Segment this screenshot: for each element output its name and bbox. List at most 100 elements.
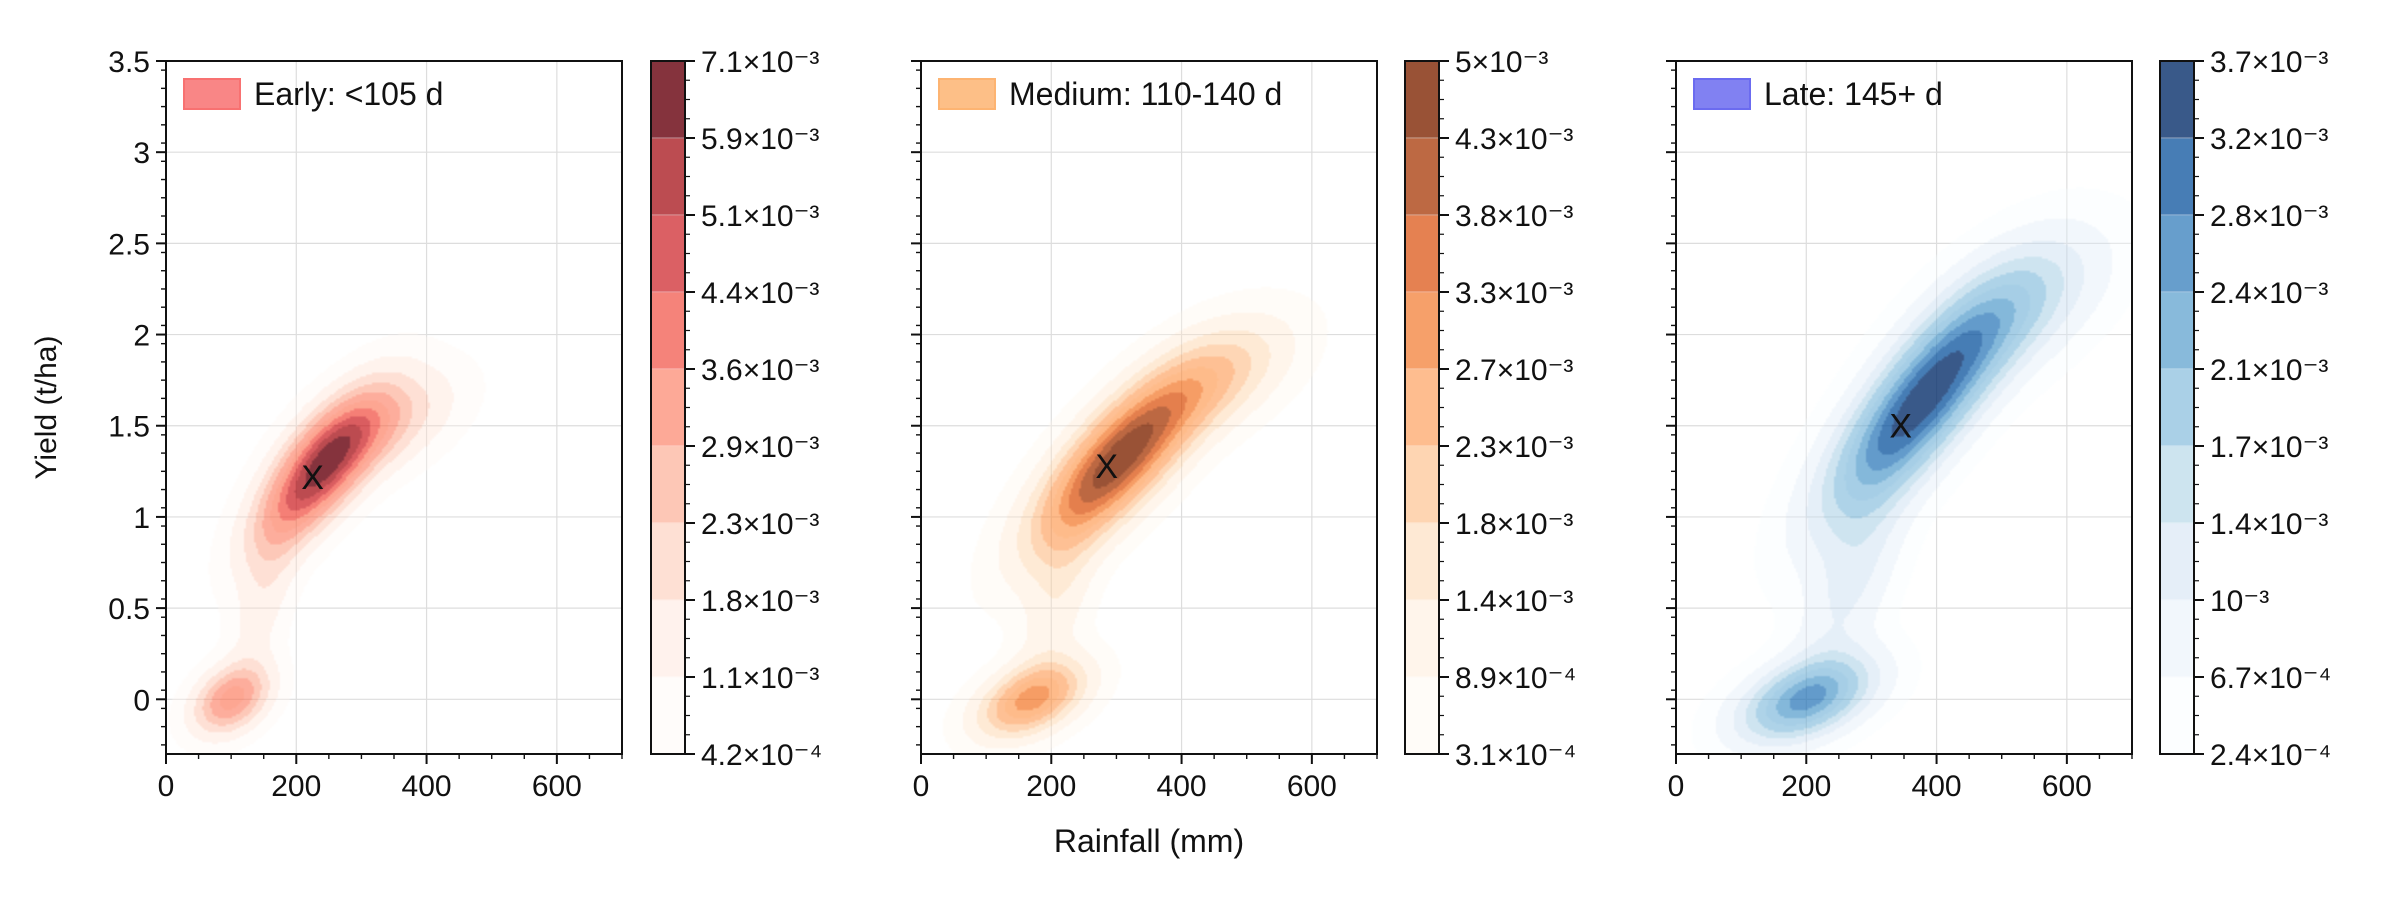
x-tick-label: 0: [1668, 770, 1685, 803]
colorbar-band: [2160, 446, 2194, 524]
panel-medium: X 0 200 400 600 Rainfall (mm) Medium: 110-140 …: [911, 46, 1576, 859]
colorbar-tick-label: 3.6×10⁻³: [701, 354, 819, 387]
colorbar-band: [651, 61, 685, 139]
colorbar-tick-label: 5.9×10⁻³: [701, 123, 819, 156]
legend: Medium: 110-140 d: [939, 76, 1282, 112]
colorbar-band: [651, 292, 685, 370]
colorbar-band: [651, 138, 685, 216]
y-axis-label: Yield (t/ha): [30, 336, 63, 480]
x-tick-label: 400: [402, 770, 452, 803]
y-tick-label: 0.5: [108, 593, 150, 626]
colorbar-band: [2160, 138, 2194, 216]
panel-early: X 0 200 400 600 0 0.5 1 1.5 2 2.5 3 3.5 Yield (t/ha) E…: [30, 46, 822, 803]
colorbar: 4.2×10⁻⁴ 1.1×10⁻³ 1.8×10⁻³ 2.3×10⁻³ 2.9×10⁻³…: [651, 46, 822, 772]
colorbar-tick-label: 3.7×10⁻³: [2210, 46, 2328, 79]
y-tick-label: 1.5: [108, 411, 150, 444]
x-tick-label: 600: [1287, 770, 1337, 803]
mode-marker: X: [301, 459, 324, 497]
colorbar-band: [651, 446, 685, 524]
legend: Late: 145+ d: [1694, 76, 1943, 112]
colorbar-band: [651, 523, 685, 601]
colorbar-tick-label: 1.8×10⁻³: [1455, 508, 1573, 541]
colorbar-tick-label: 1.1×10⁻³: [701, 662, 819, 695]
colorbar-band: [1405, 215, 1439, 293]
colorbar-band: [651, 600, 685, 678]
colorbar: 2.4×10⁻⁴ 6.7×10⁻⁴ 10⁻³ 1.4×10⁻³ 1.7×10⁻³ 2.1×…: [2160, 46, 2331, 772]
legend-swatch: [184, 79, 240, 109]
colorbar-band: [1405, 369, 1439, 447]
legend-label: Late: 145+ d: [1764, 76, 1943, 112]
x-tick-label: 600: [532, 770, 582, 803]
colorbar-band: [651, 369, 685, 447]
colorbar-tick-label: 1.4×10⁻³: [2210, 508, 2328, 541]
colorbar-band: [2160, 369, 2194, 447]
legend-label: Early: <105 d: [254, 76, 443, 112]
legend-label: Medium: 110-140 d: [1009, 76, 1282, 112]
colorbar-band: [1405, 600, 1439, 678]
x-tick-label: 200: [271, 770, 321, 803]
mode-marker: X: [1889, 408, 1912, 446]
colorbar-band: [651, 677, 685, 755]
y-tick-label: 3: [133, 137, 150, 170]
colorbar-band: [1405, 523, 1439, 601]
x-tick-label: 400: [1157, 770, 1207, 803]
colorbar-band: [1405, 677, 1439, 755]
mode-marker: X: [1095, 448, 1118, 486]
y-tick-label: 3.5: [108, 46, 150, 79]
legend-swatch: [939, 79, 995, 109]
y-tick-label: 1: [133, 502, 150, 535]
colorbar-tick-label: 5.1×10⁻³: [701, 200, 819, 233]
x-tick-label: 0: [158, 770, 175, 803]
colorbar-band: [2160, 677, 2194, 755]
colorbar-tick-label: 2.4×10⁻³: [2210, 277, 2328, 310]
x-tick-label: 200: [1026, 770, 1076, 803]
y-tick-label: 2.5: [108, 228, 150, 261]
colorbar-band: [2160, 600, 2194, 678]
colorbar-tick-label: 2.3×10⁻³: [701, 508, 819, 541]
colorbar-tick-label: 2.3×10⁻³: [1455, 431, 1573, 464]
colorbar-tick-label: 2.7×10⁻³: [1455, 354, 1573, 387]
colorbar-tick-label: 1.8×10⁻³: [701, 585, 819, 618]
y-tick-label: 0: [133, 684, 150, 717]
density-contours: [166, 61, 622, 754]
x-axis-label: Rainfall (mm): [1054, 823, 1244, 859]
colorbar-tick-label: 2.8×10⁻³: [2210, 200, 2328, 233]
panel-late: X 0 200 400 600 Late: 145+ d 2.4×10⁻⁴ 6.7×10⁻⁴ 1…: [1666, 46, 2331, 803]
colorbar-tick-label: 1.7×10⁻³: [2210, 431, 2328, 464]
colorbar-band: [1405, 446, 1439, 524]
colorbar-tick-label: 3.1×10⁻⁴: [1455, 739, 1576, 772]
colorbar-band: [1405, 61, 1439, 139]
colorbar-tick-label: 4.3×10⁻³: [1455, 123, 1573, 156]
colorbar-band: [2160, 292, 2194, 370]
colorbar-tick-label: 4.2×10⁻⁴: [701, 739, 822, 772]
colorbar-tick-label: 7.1×10⁻³: [701, 46, 819, 79]
density-contours: [921, 61, 1377, 754]
colorbar-band: [1405, 138, 1439, 216]
colorbar-band: [2160, 523, 2194, 601]
colorbar-tick-label: 2.1×10⁻³: [2210, 354, 2328, 387]
colorbar-tick-label: 1.4×10⁻³: [1455, 585, 1573, 618]
legend: Early: <105 d: [184, 76, 443, 112]
x-tick-label: 400: [1912, 770, 1962, 803]
colorbar-band: [2160, 61, 2194, 139]
colorbar-tick-label: 5×10⁻³: [1455, 46, 1548, 79]
colorbar-band: [651, 215, 685, 293]
colorbar-tick-label: 3.3×10⁻³: [1455, 277, 1573, 310]
colorbar-tick-label: 2.9×10⁻³: [701, 431, 819, 464]
colorbar-tick-label: 10⁻³: [2210, 585, 2269, 618]
legend-swatch: [1694, 79, 1750, 109]
colorbar-tick-label: 3.2×10⁻³: [2210, 123, 2328, 156]
colorbar-tick-label: 3.8×10⁻³: [1455, 200, 1573, 233]
colorbar-band: [2160, 215, 2194, 293]
colorbar-tick-label: 8.9×10⁻⁴: [1455, 662, 1576, 695]
x-tick-label: 0: [913, 770, 930, 803]
colorbar-tick-label: 4.4×10⁻³: [701, 277, 819, 310]
colorbar-tick-label: 2.4×10⁻⁴: [2210, 739, 2331, 772]
y-tick-label: 2: [133, 320, 150, 353]
colorbar: 3.1×10⁻⁴ 8.9×10⁻⁴ 1.4×10⁻³ 1.8×10⁻³ 2.3×10⁻³…: [1405, 46, 1576, 772]
x-tick-label: 600: [2042, 770, 2092, 803]
colorbar-tick-label: 6.7×10⁻⁴: [2210, 662, 2331, 695]
colorbar-band: [1405, 292, 1439, 370]
